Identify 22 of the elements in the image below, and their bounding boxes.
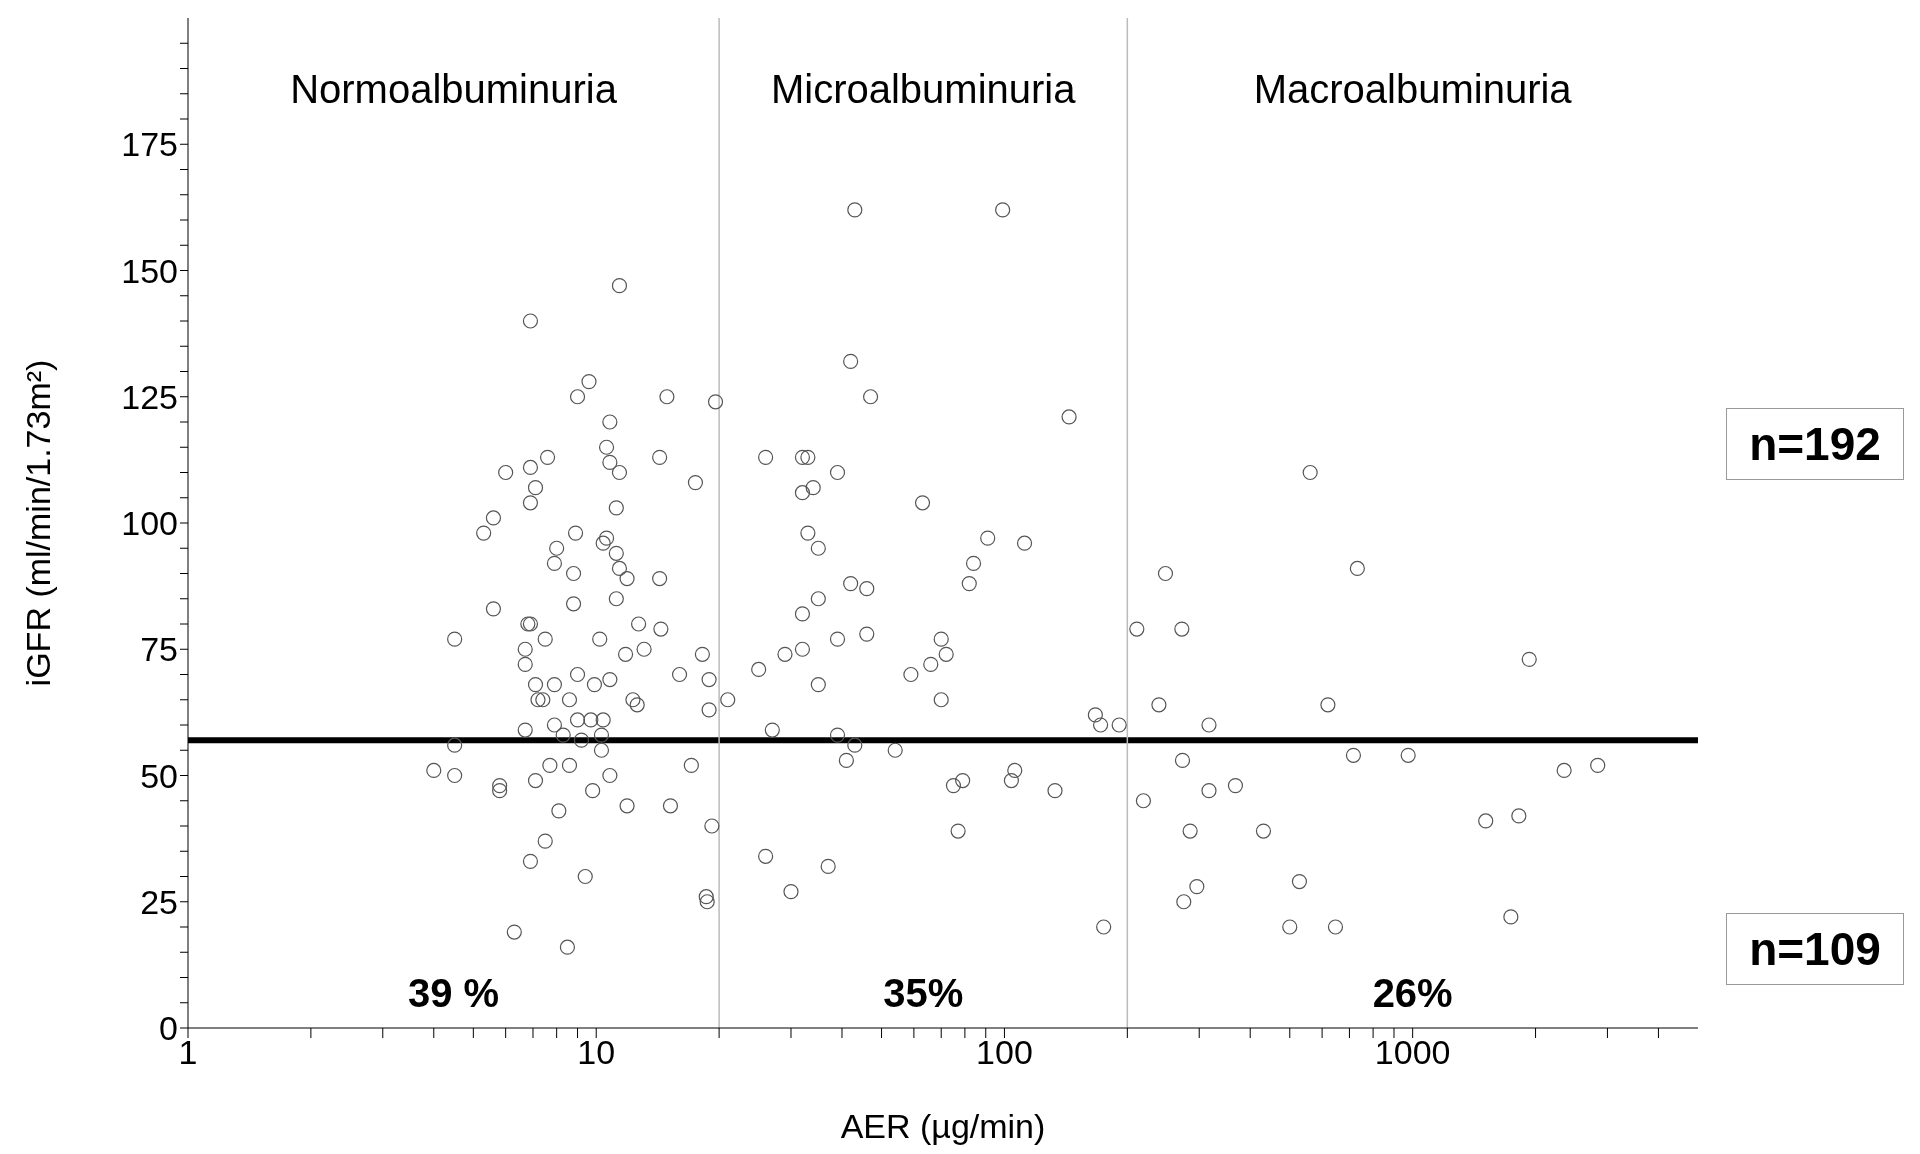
y-tick-label: 175 (121, 125, 178, 164)
y-tick-label: 150 (121, 251, 178, 290)
y-tick-label: 50 (140, 756, 178, 795)
annotation: Macroalbuminuria (1253, 66, 1573, 111)
text: n=192 (1726, 408, 1904, 480)
x-tick-label: 1 (178, 1033, 198, 1072)
text: n=109 (1726, 913, 1904, 985)
y-tick-label: 0 (159, 1009, 178, 1048)
y-tick-label: 25 (140, 882, 178, 921)
x-axis-title: AER (µg/min) (840, 1107, 1046, 1145)
y-axis-title: iGFR (ml/min/1.73m²) (19, 359, 58, 687)
x-tick-label: 10 (577, 1033, 616, 1072)
y-tick-label: 75 (140, 630, 178, 669)
annotation: Microalbuminuria (770, 66, 1077, 111)
annotation: 26% (1372, 970, 1453, 1015)
annotation: 39 % (407, 970, 500, 1015)
annotation: Normoalbuminuria (290, 66, 618, 111)
y-tick-label: 100 (121, 504, 178, 543)
x-tick-label: 100 (976, 1033, 1033, 1072)
annotation: 35% (883, 970, 964, 1015)
x-tick-label: 1000 (1374, 1033, 1451, 1072)
y-tick-label: 125 (121, 377, 178, 416)
